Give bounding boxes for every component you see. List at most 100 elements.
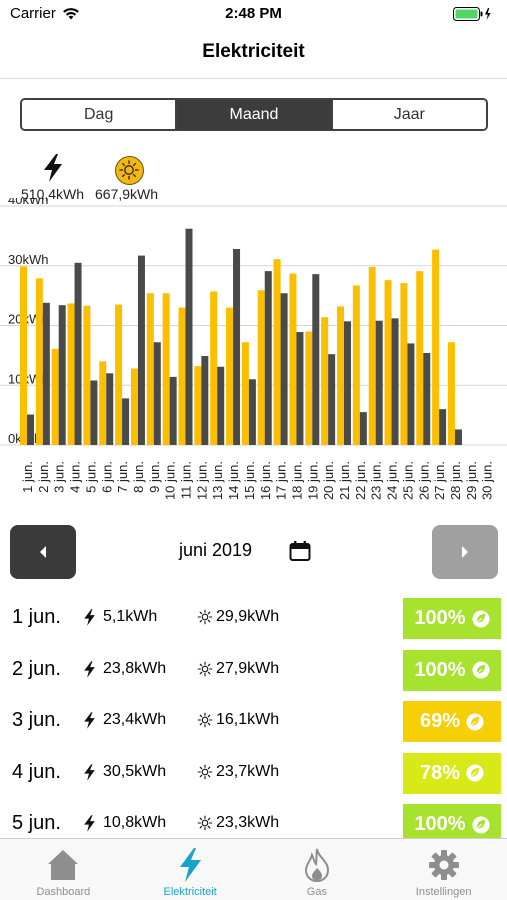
solar-bar <box>241 342 249 445</box>
coverage-badge: 100% <box>403 649 501 691</box>
segment-year[interactable]: Jaar <box>332 100 486 129</box>
day-electricity: 23,4kWh <box>103 711 167 728</box>
wifi-icon <box>62 7 80 25</box>
x-tick-label: 27 jun. <box>432 461 447 500</box>
coverage-percent: 100% <box>414 607 466 629</box>
calendar-icon[interactable] <box>289 541 311 566</box>
tab-instellingen[interactable]: Instellingen <box>380 839 507 900</box>
tab-bar: Dashboard Elektriciteit Gas Instellingen <box>0 838 507 900</box>
day-date: 2 jun. <box>12 657 61 680</box>
solar-bar <box>352 285 360 445</box>
chevron-right-icon <box>462 546 468 558</box>
x-tick-label: 13 jun. <box>210 461 225 500</box>
solar-bar <box>337 306 344 445</box>
month-label: juni 2019 <box>179 540 253 560</box>
coverage-percent: 100% <box>414 658 466 681</box>
sun-icon <box>197 609 213 630</box>
x-tick-label: 15 jun. <box>242 461 257 500</box>
leaf-icon <box>472 815 490 834</box>
y-tick-label: 40kWh <box>8 198 48 207</box>
electricity-bar <box>217 366 225 445</box>
day-date: 3 jun. <box>12 709 61 731</box>
electricity-bar <box>153 342 161 445</box>
electricity-bar <box>185 228 193 445</box>
x-tick-label: 30 jun. <box>480 461 495 500</box>
electricity-bar <box>407 343 415 445</box>
electricity-bar <box>423 352 431 445</box>
x-tick-label: 29 jun. <box>464 461 479 500</box>
solar-bar <box>178 307 186 445</box>
previous-month-button[interactable] <box>10 525 76 579</box>
tab-elektriciteit[interactable]: Elektriciteit <box>127 839 254 900</box>
electricity-bar <box>296 332 304 445</box>
segment-day[interactable]: Dag <box>22 100 178 129</box>
next-month-button[interactable] <box>432 525 498 579</box>
coverage-badge: 78% <box>403 752 501 794</box>
tab-gas[interactable]: Gas <box>254 839 381 900</box>
solar-bar <box>305 331 313 445</box>
status-bar: Carrier 2:48 PM <box>0 0 507 30</box>
electricity-total: 510,4kWh <box>21 186 85 202</box>
electricity-bar <box>137 255 145 445</box>
house-icon <box>48 850 79 880</box>
solar-bar <box>368 266 376 445</box>
day-solar: 23,7kWh <box>216 762 280 780</box>
solar-bar <box>384 280 392 445</box>
coverage-badge: 100% <box>403 598 501 639</box>
solar-bar <box>210 291 218 445</box>
solar-bar <box>416 271 424 445</box>
electricity-bar <box>375 320 383 445</box>
electricity-bar <box>280 293 288 445</box>
electricity-bar <box>391 318 399 445</box>
x-tick-label: 6 jun. <box>99 461 114 493</box>
status-time: 2:48 PM <box>225 5 282 22</box>
x-tick-label: 9 jun. <box>147 461 162 493</box>
leaf-icon <box>472 661 490 679</box>
coverage-percent: 100% <box>414 813 466 835</box>
solar-bar <box>162 293 170 445</box>
x-tick-label: 22 jun. <box>353 461 368 500</box>
electricity-bar <box>90 380 98 445</box>
y-tick-label: 30kWh <box>8 252 48 267</box>
list-item[interactable]: 3 jun. 23,4kWh 16,1kWh 69% <box>0 697 507 748</box>
solar-bar <box>51 348 59 445</box>
solar-bar <box>432 249 440 445</box>
solar-bar <box>289 273 297 445</box>
solar-bar <box>83 305 91 445</box>
electricity-bar <box>233 249 241 445</box>
x-tick-label: 8 jun. <box>131 461 146 493</box>
day-solar: 27,9kWh <box>216 659 280 677</box>
x-tick-label: 5 jun. <box>83 461 98 493</box>
monthly-bar-chart: 0kWh10kWh20kWh30kWh40kWh1 jun.2 jun.3 ju… <box>0 198 507 500</box>
day-date: 5 jun. <box>12 812 61 834</box>
electricity-bar <box>58 305 66 445</box>
carrier-label: Carrier <box>10 5 56 22</box>
battery-icon <box>453 7 493 26</box>
electricity-bar <box>359 412 367 445</box>
solar-bar <box>115 304 123 445</box>
flame-icon <box>304 848 329 882</box>
solar-bar <box>273 259 281 445</box>
chevron-left-icon <box>40 546 46 558</box>
lightning-icon <box>180 848 202 882</box>
x-tick-label: 7 jun. <box>115 461 130 493</box>
list-item[interactable]: 1 jun. 5,1kWh 29,9kWh 100% <box>0 594 507 645</box>
coverage-percent: 69% <box>419 710 461 732</box>
x-tick-label: 1 jun. <box>20 461 35 493</box>
gear-icon <box>428 850 459 880</box>
x-tick-label: 23 jun. <box>369 461 384 500</box>
tab-dashboard[interactable]: Dashboard <box>0 839 127 900</box>
day-electricity: 23,8kWh <box>103 659 167 677</box>
solar-bar <box>130 368 138 445</box>
x-tick-label: 3 jun. <box>52 461 67 493</box>
segment-month[interactable]: Maand <box>177 100 333 129</box>
x-tick-label: 12 jun. <box>194 461 209 500</box>
tab-label: Dashboard <box>36 886 91 898</box>
list-item[interactable]: 2 jun. 23,8kWh 27,9kWh 100% <box>0 646 507 697</box>
electricity-bar <box>312 274 320 445</box>
x-tick-label: 14 jun. <box>226 461 241 500</box>
list-item[interactable]: 4 jun. 30,5kWh 23,7kWh 78% <box>0 749 507 800</box>
x-tick-label: 17 jun. <box>274 461 289 500</box>
sun-icon <box>197 815 213 836</box>
day-electricity: 10,8kWh <box>103 814 167 831</box>
